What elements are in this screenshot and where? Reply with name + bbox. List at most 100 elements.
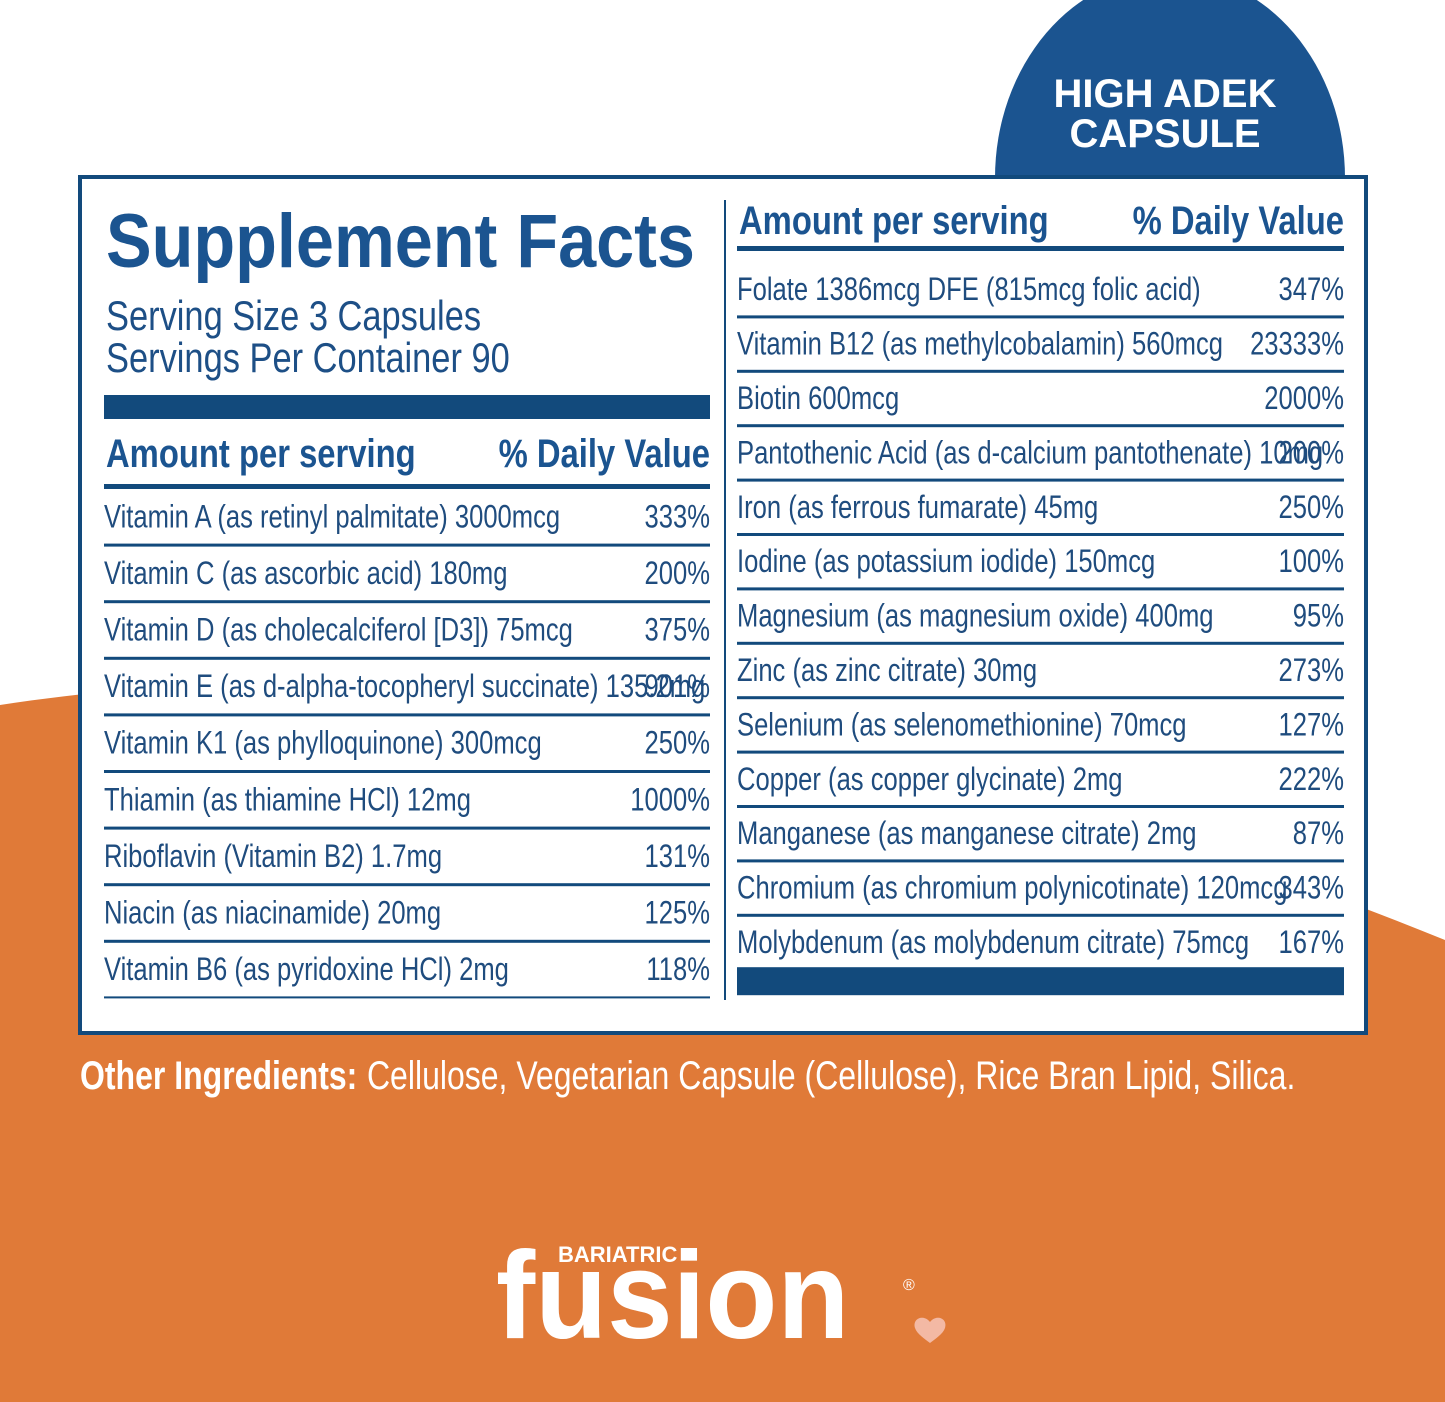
nutrient-name-group: Manganese (as manganese citrate) 2mg [737, 817, 1196, 852]
nutrient-name: Iodine (as potassium iodide) 150mcg [737, 545, 1155, 580]
section-bar [737, 967, 1344, 996]
row-rule [737, 315, 1344, 319]
daily-value: 375% [645, 613, 710, 648]
nutrient-name-group: Copper (as copper glycinate) 2mg [737, 762, 1123, 797]
nutrient-name-group: Zinc (as zinc citrate) 30mg [737, 653, 1037, 688]
nutrient-name: Niacin (as niacinamide) 20mg [104, 896, 441, 931]
nutrient-name-group: Vitamin D (as cholecalciferol [D3]) 75mc… [104, 613, 573, 648]
brand-tagline-group: BARIATRIC [558, 1242, 677, 1267]
nutrient-name-group: Iodine (as potassium iodide) 150mcg [737, 545, 1155, 580]
daily-value: 87% [1293, 817, 1344, 852]
daily-value-group: 901% [645, 669, 710, 704]
row-rule [737, 641, 1344, 645]
badge-line-group: HIGH ADEK [1054, 72, 1277, 116]
nutrient-name: Pantothenic Acid (as d-calcium pantothen… [737, 436, 1323, 471]
daily-value: 222% [1279, 762, 1344, 797]
column-header-group: Amount per serving [106, 431, 416, 476]
badge-line-group: CAPSULE [1069, 112, 1260, 156]
row-rule [737, 587, 1344, 591]
nutrient-name-group: Vitamin B12 (as methylcobalamin) 560mcg [737, 327, 1223, 362]
daily-value: 167% [1279, 925, 1344, 960]
badge-line: CAPSULE [1069, 112, 1260, 156]
brand-mark: ® [903, 1277, 915, 1294]
daily-value: 131% [645, 839, 710, 874]
daily-value-group: 125% [645, 896, 710, 931]
daily-value-group: 2000% [1264, 381, 1344, 416]
serving-size: Serving Size 3 Capsules [106, 293, 481, 340]
daily-value-group: 200% [1279, 436, 1344, 471]
daily-value: 1000% [630, 783, 710, 818]
servings-per-container-group: Servings Per Container 90 [106, 335, 510, 382]
daily-value-group: 167% [1279, 925, 1344, 960]
row-rule [104, 939, 710, 943]
nutrient-name: Manganese (as manganese citrate) 2mg [737, 817, 1196, 852]
daily-value: 127% [1279, 708, 1344, 743]
daily-value: 333% [645, 500, 710, 535]
row-rule [104, 770, 710, 773]
daily-value: 100% [1279, 545, 1344, 580]
nutrient-name: Iron (as ferrous fumarate) 45mg [737, 490, 1098, 525]
nutrient-name-group: Magnesium (as magnesium oxide) 400mg [737, 599, 1214, 634]
row-rule [737, 859, 1344, 863]
other-ingredients: Other Ingredients: Cellulose, Vegetarian … [80, 1053, 1295, 1098]
nutrient-name: Vitamin D (as cholecalciferol [D3]) 75mc… [104, 613, 573, 648]
nutrient-name-group: Selenium (as selenomethionine) 70mcg [737, 708, 1187, 743]
daily-value: 23333% [1250, 327, 1344, 362]
brand-name: fusion [496, 1226, 849, 1364]
nutrient-name: Vitamin E (as d-alpha-tocopheryl succina… [104, 669, 705, 704]
daily-value: 2000% [1264, 381, 1344, 416]
daily-value-group: 87% [1293, 817, 1344, 852]
nutrient-name: Vitamin C (as ascorbic acid) 180mg [104, 556, 507, 591]
daily-value: 343% [1279, 871, 1344, 906]
row-rule [737, 369, 1344, 373]
column-header: % Daily Value [499, 431, 710, 476]
section-bar [104, 395, 710, 419]
nutrient-name: Zinc (as zinc citrate) 30mg [737, 653, 1037, 688]
nutrient-name: Copper (as copper glycinate) 2mg [737, 762, 1123, 797]
row-rule [104, 826, 710, 830]
row-rule [737, 913, 1344, 917]
heart [914, 1317, 946, 1343]
nutrient-name-group: Pantothenic Acid (as d-calcium pantothen… [737, 436, 1323, 471]
nutrient-name-group: Riboflavin (Vitamin B2) 1.7mg [104, 839, 442, 874]
column-header-group: Amount per serving [739, 198, 1049, 243]
daily-value-group: 200% [645, 556, 710, 591]
nutrient-name-group: Biotin 600mcg [737, 381, 899, 416]
header-rule [104, 484, 710, 489]
row-rule [104, 656, 710, 660]
row-rule [104, 883, 710, 887]
nutrient-name: Vitamin A (as retinyl palmitate) 3000mcg [104, 500, 560, 535]
row-rule [104, 996, 710, 999]
daily-value: 95% [1293, 599, 1344, 634]
nutrient-name-group: Iron (as ferrous fumarate) 45mg [737, 490, 1098, 525]
nutrient-name: Vitamin B6 (as pyridoxine HCl) 2mg [104, 952, 509, 987]
nutrient-name: Vitamin K1 (as phylloquinone) 300mcg [104, 726, 542, 761]
daily-value-group: 131% [645, 839, 710, 874]
nutrient-name: Vitamin B12 (as methylcobalamin) 560mcg [737, 327, 1223, 362]
column-header: % Daily Value [1133, 198, 1344, 243]
row-rule [737, 750, 1344, 754]
other-ingredients-group: Other Ingredients: Cellulose, Vegetarian … [80, 1053, 1295, 1098]
nutrient-name-group: Chromium (as chromium polynicotinate) 12… [737, 871, 1287, 906]
daily-value-group: 273% [1279, 653, 1344, 688]
row-rule [737, 478, 1344, 482]
daily-value: 273% [1279, 653, 1344, 688]
nutrient-name-group: Niacin (as niacinamide) 20mg [104, 896, 441, 931]
daily-value-group: 343% [1279, 871, 1344, 906]
column-header: Amount per serving [739, 198, 1049, 243]
daily-value-group: 1000% [630, 783, 710, 818]
nutrient-name: Molybdenum (as molybdenum citrate) 75mcg [737, 925, 1249, 960]
nutrient-name: Selenium (as selenomethionine) 70mcg [737, 708, 1187, 743]
row-rule [104, 543, 710, 547]
row-rule [737, 696, 1344, 700]
nutrient-name: Folate 1386mcg DFE (815mcg folic acid) [737, 273, 1201, 308]
daily-value-group: 333% [645, 500, 710, 535]
daily-value: 200% [645, 556, 710, 591]
panel-title-group: Supplement Facts [106, 200, 695, 284]
column-header: Amount per serving [106, 431, 416, 476]
badge [995, 0, 1345, 178]
nutrient-name-group: Vitamin A (as retinyl palmitate) 3000mcg [104, 500, 560, 535]
daily-value-group: 347% [1279, 273, 1344, 308]
